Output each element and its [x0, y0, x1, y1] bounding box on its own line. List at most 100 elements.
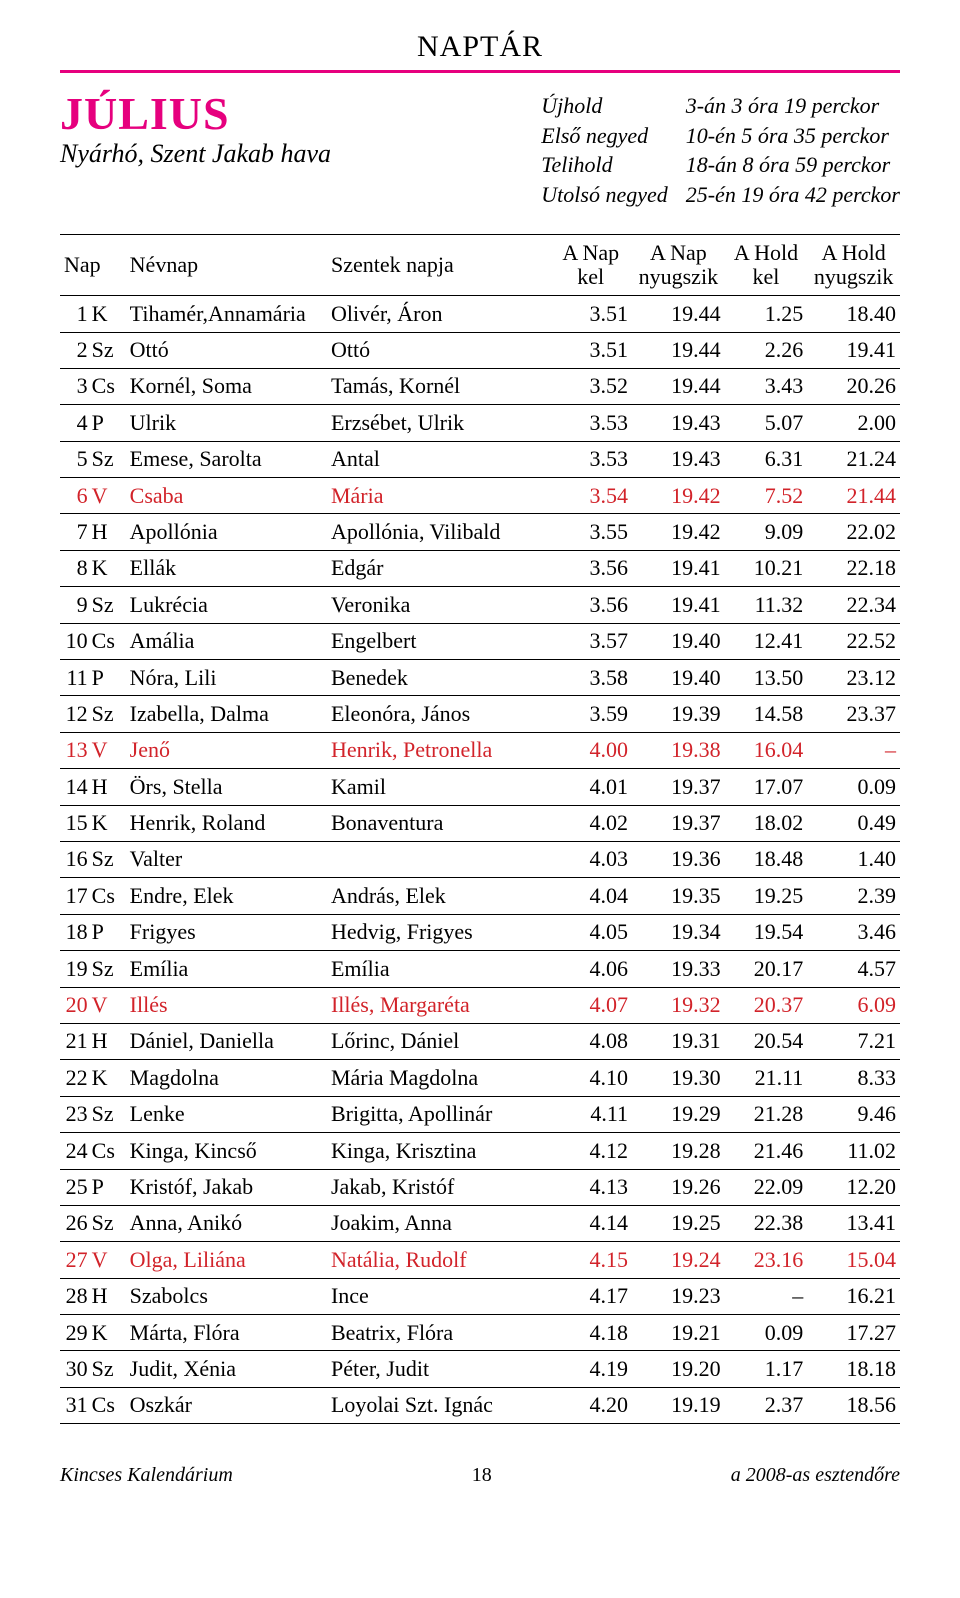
page-footer: Kincses Kalendárium 18 a 2008-as esztend…	[60, 1464, 900, 1487]
moon-phase-block: Újhold Első negyed Telihold Utolsó negye…	[541, 91, 900, 210]
table-row: 21HDániel, DaniellaLőrinc, Dániel4.0819.…	[60, 1023, 900, 1059]
moon-set: 18.40	[807, 296, 900, 332]
sun-set: 19.39	[632, 696, 725, 732]
moon-set: 9.46	[807, 1096, 900, 1132]
moon-rise: 21.46	[725, 1133, 808, 1169]
day-code: Cs	[90, 623, 126, 659]
moon-set: 23.37	[807, 696, 900, 732]
day-code: K	[90, 550, 126, 586]
moon-rise: 1.25	[725, 296, 808, 332]
sun-rise: 3.51	[549, 296, 632, 332]
moon-times: 3-án 3 óra 19 perckor 10-én 5 óra 35 per…	[686, 91, 900, 210]
szentek-cell: Edgár	[327, 550, 549, 586]
day-code: V	[90, 1242, 126, 1278]
sun-set: 19.38	[632, 732, 725, 768]
day-code: Sz	[90, 1351, 126, 1387]
sun-rise: 4.12	[549, 1133, 632, 1169]
szentek-cell: Henrik, Petronella	[327, 732, 549, 768]
moon-set: 1.40	[807, 841, 900, 877]
nevnap-cell: Henrik, Roland	[126, 805, 327, 841]
moon-set: 12.20	[807, 1169, 900, 1205]
nevnap-cell: Kornél, Soma	[126, 368, 327, 404]
day-code: K	[90, 296, 126, 332]
moon-rise: 18.48	[725, 841, 808, 877]
moon-set: 16.21	[807, 1278, 900, 1314]
nevnap-cell: Márta, Flóra	[126, 1315, 327, 1351]
sun-set: 19.41	[632, 587, 725, 623]
sun-set: 19.21	[632, 1315, 725, 1351]
sun-rise: 4.04	[549, 878, 632, 914]
day-code: Sz	[90, 1205, 126, 1241]
day-number: 11	[60, 660, 90, 696]
day-number: 14	[60, 769, 90, 805]
day-code: K	[90, 1315, 126, 1351]
moon-set: 22.52	[807, 623, 900, 659]
sun-set: 19.37	[632, 805, 725, 841]
moon-labels: Újhold Első negyed Telihold Utolsó negye…	[541, 91, 667, 210]
day-code: Sz	[90, 841, 126, 877]
nevnap-cell: Oszkár	[126, 1387, 327, 1423]
moon-rise: 6.31	[725, 441, 808, 477]
day-number: 17	[60, 878, 90, 914]
sun-rise: 4.19	[549, 1351, 632, 1387]
moon-set: 22.02	[807, 514, 900, 550]
sun-set: 19.44	[632, 332, 725, 368]
nevnap-cell: Szabolcs	[126, 1278, 327, 1314]
table-row: 3CsKornél, SomaTamás, Kornél3.5219.443.4…	[60, 368, 900, 404]
szentek-cell: Eleonóra, János	[327, 696, 549, 732]
moon-rise: 12.41	[725, 623, 808, 659]
calendar-title: NAPTÁR	[60, 30, 900, 64]
szentek-cell: Apollónia, Vilibald	[327, 514, 549, 550]
moon-rise: 11.32	[725, 587, 808, 623]
szentek-cell: Brigitta, Apollinár	[327, 1096, 549, 1132]
day-code: H	[90, 769, 126, 805]
moon-set: 22.18	[807, 550, 900, 586]
magenta-rule	[60, 70, 900, 73]
moon-phase-time: 10-én 5 óra 35 perckor	[686, 121, 900, 151]
day-number: 21	[60, 1023, 90, 1059]
sun-rise: 4.14	[549, 1205, 632, 1241]
col-nap-ny: A Nap nyugszik	[632, 234, 725, 295]
nevnap-cell: Illés	[126, 987, 327, 1023]
day-code: Sz	[90, 951, 126, 987]
sun-set: 19.40	[632, 660, 725, 696]
sun-rise: 3.56	[549, 587, 632, 623]
moon-phase-label: Utolsó negyed	[541, 180, 667, 210]
month-name: JÚLIUS	[60, 91, 446, 137]
day-number: 1	[60, 296, 90, 332]
sun-set: 19.35	[632, 878, 725, 914]
day-code: P	[90, 405, 126, 441]
day-number: 24	[60, 1133, 90, 1169]
day-number: 6	[60, 478, 90, 514]
sun-rise: 3.52	[549, 368, 632, 404]
nevnap-cell: Nóra, Lili	[126, 660, 327, 696]
table-row: 11PNóra, LiliBenedek3.5819.4013.5023.12	[60, 660, 900, 696]
sun-set: 19.24	[632, 1242, 725, 1278]
sun-set: 19.44	[632, 296, 725, 332]
day-number: 23	[60, 1096, 90, 1132]
szentek-cell: András, Elek	[327, 878, 549, 914]
moon-phase-time: 3-án 3 óra 19 perckor	[686, 91, 900, 121]
nevnap-cell: Frigyes	[126, 914, 327, 950]
day-number: 31	[60, 1387, 90, 1423]
moon-rise: 21.28	[725, 1096, 808, 1132]
szentek-cell: Olivér, Áron	[327, 296, 549, 332]
moon-set: 15.04	[807, 1242, 900, 1278]
moon-phase-time: 18-án 8 óra 59 perckor	[686, 150, 900, 180]
sun-rise: 4.10	[549, 1060, 632, 1096]
moon-set: 2.00	[807, 405, 900, 441]
sun-rise: 4.00	[549, 732, 632, 768]
nevnap-cell: Örs, Stella	[126, 769, 327, 805]
moon-rise: 22.09	[725, 1169, 808, 1205]
table-row: 1KTihamér,AnnamáriaOlivér, Áron3.5119.44…	[60, 296, 900, 332]
calendar-table: Nap Névnap Szentek napja A Nap kel A Nap…	[60, 234, 900, 1424]
moon-set: 17.27	[807, 1315, 900, 1351]
sun-set: 19.20	[632, 1351, 725, 1387]
day-code: Sz	[90, 696, 126, 732]
header-row: JÚLIUS Nyárhó, Szent Jakab hava Újhold E…	[60, 91, 900, 210]
nevnap-cell: Emese, Sarolta	[126, 441, 327, 477]
table-row: 6VCsabaMária3.5419.427.5221.44	[60, 478, 900, 514]
nevnap-cell: Jenő	[126, 732, 327, 768]
table-row: 16SzValter4.0319.3618.481.40	[60, 841, 900, 877]
moon-rise: 1.17	[725, 1351, 808, 1387]
